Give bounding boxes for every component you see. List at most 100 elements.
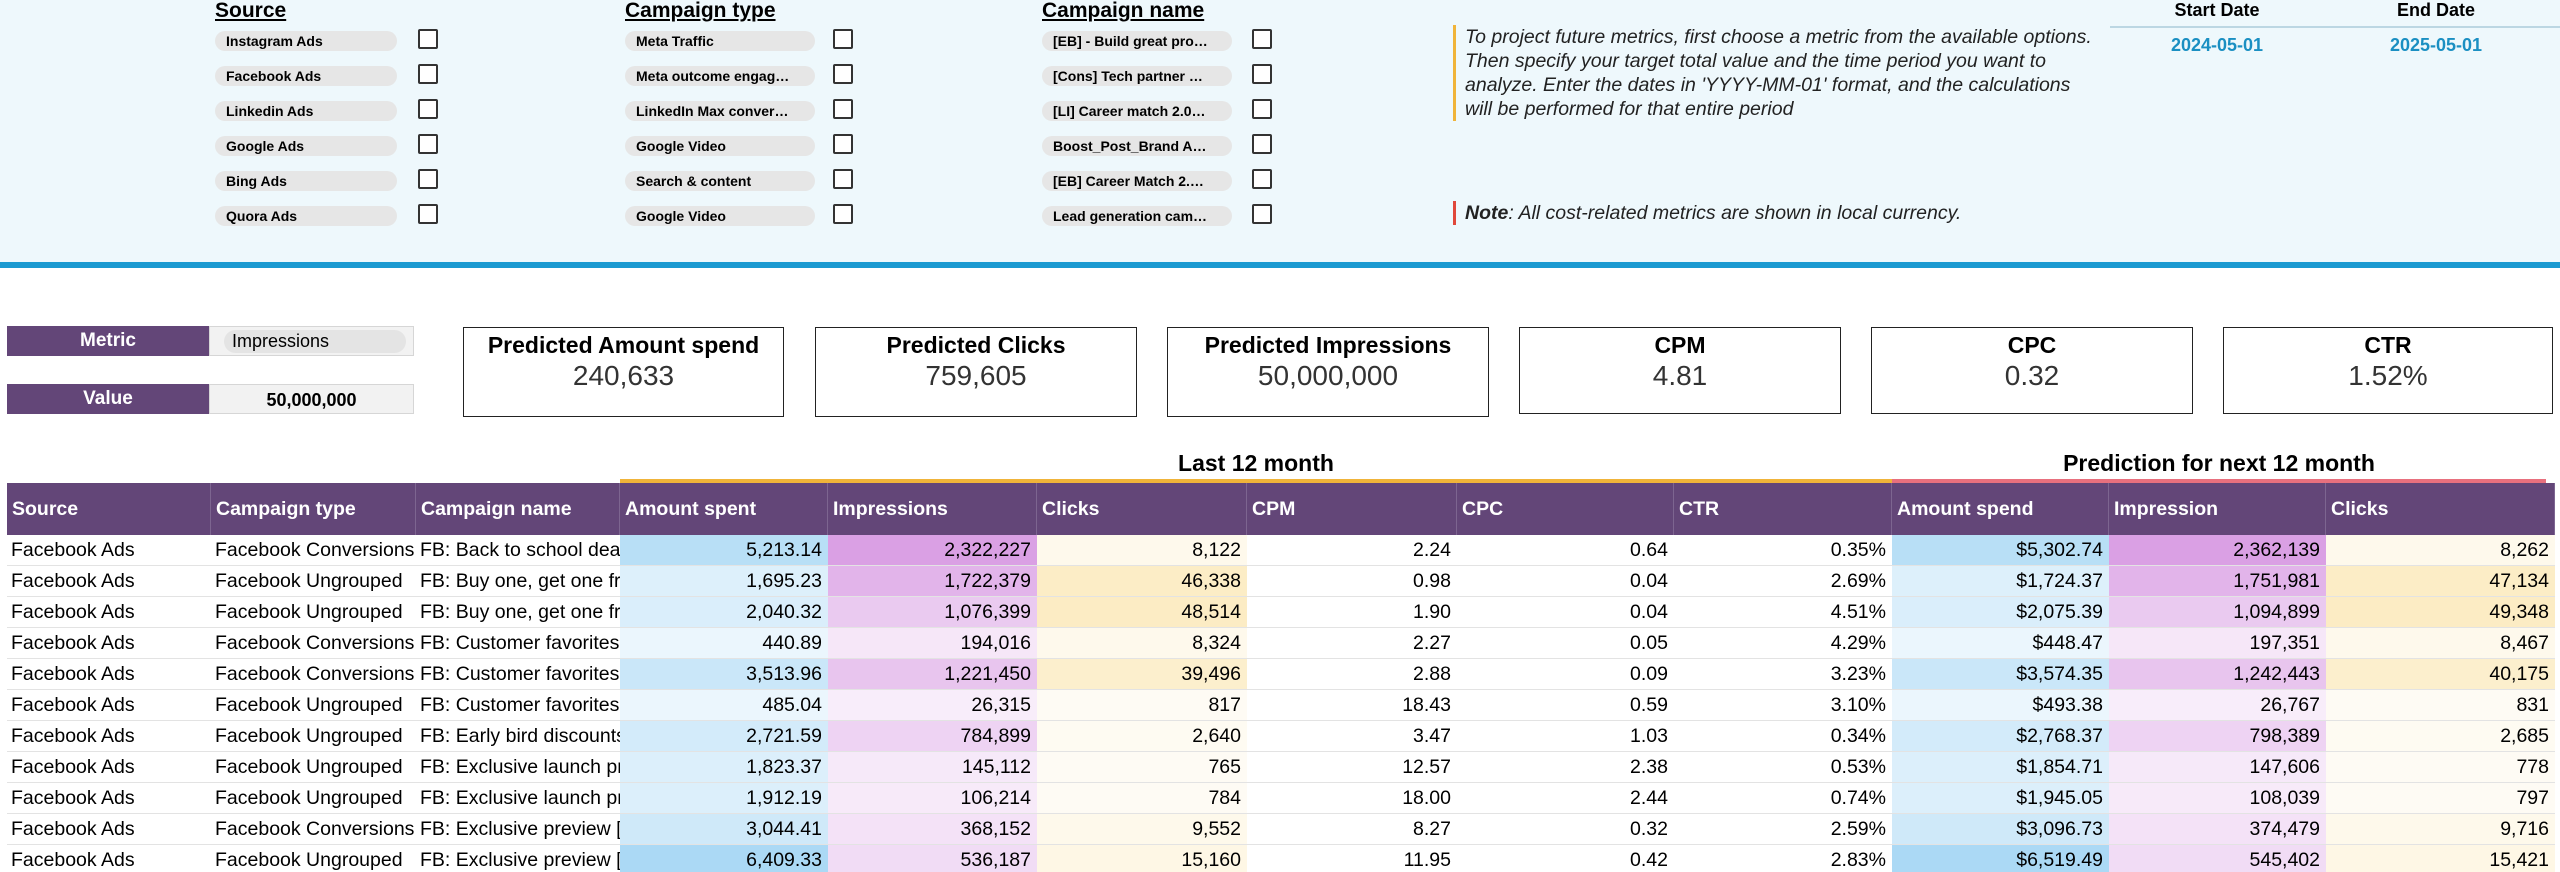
table-cell[interactable]: $3,096.73 bbox=[1892, 814, 2109, 845]
table-cell[interactable]: 26,767 bbox=[2109, 690, 2326, 721]
campaign-type-checkbox[interactable] bbox=[833, 169, 853, 189]
table-cell[interactable]: 0.34% bbox=[1674, 721, 1892, 752]
table-cell[interactable]: Facebook Conversions bbox=[211, 659, 416, 690]
table-cell[interactable]: 368,152 bbox=[828, 814, 1037, 845]
table-cell[interactable]: 8,262 bbox=[2326, 535, 2555, 566]
table-cell[interactable]: 0.35% bbox=[1674, 535, 1892, 566]
table-cell[interactable]: 2,362,139 bbox=[2109, 535, 2326, 566]
table-cell[interactable]: 2.38 bbox=[1457, 752, 1674, 783]
column-header[interactable]: CPM bbox=[1247, 483, 1457, 535]
table-cell[interactable]: 1.03 bbox=[1457, 721, 1674, 752]
table-cell[interactable]: FB: Back to school deal bbox=[416, 535, 620, 566]
table-cell[interactable]: FB: Exclusive preview [T bbox=[416, 845, 620, 872]
table-cell[interactable]: 0.05 bbox=[1457, 628, 1674, 659]
table-cell[interactable]: 6,409.33 bbox=[620, 845, 828, 872]
table-cell[interactable]: 2.88 bbox=[1247, 659, 1457, 690]
table-cell[interactable]: Facebook Ads bbox=[7, 845, 211, 872]
table-cell[interactable]: Facebook Ungrouped bbox=[211, 597, 416, 628]
table-cell[interactable]: 18.43 bbox=[1247, 690, 1457, 721]
table-cell[interactable]: Facebook Ads bbox=[7, 566, 211, 597]
table-cell[interactable]: $493.38 bbox=[1892, 690, 2109, 721]
campaign-type-checkbox[interactable] bbox=[833, 64, 853, 84]
table-cell[interactable]: 39,496 bbox=[1037, 659, 1247, 690]
table-cell[interactable]: 2.24 bbox=[1247, 535, 1457, 566]
table-cell[interactable]: Facebook Ads bbox=[7, 721, 211, 752]
table-cell[interactable]: 2,685 bbox=[2326, 721, 2555, 752]
table-cell[interactable]: FB: Customer favorites | bbox=[416, 690, 620, 721]
table-cell[interactable]: 194,016 bbox=[828, 628, 1037, 659]
campaign-type-checkbox[interactable] bbox=[833, 134, 853, 154]
table-cell[interactable]: 0.09 bbox=[1457, 659, 1674, 690]
value-input[interactable]: 50,000,000 bbox=[209, 384, 414, 414]
column-header[interactable]: Campaign name bbox=[416, 483, 620, 535]
table-cell[interactable]: 1,076,399 bbox=[828, 597, 1037, 628]
table-cell[interactable]: Facebook Ungrouped bbox=[211, 566, 416, 597]
table-cell[interactable]: 2,721.59 bbox=[620, 721, 828, 752]
table-cell[interactable]: 817 bbox=[1037, 690, 1247, 721]
table-cell[interactable]: 108,039 bbox=[2109, 783, 2326, 814]
table-cell[interactable]: 831 bbox=[2326, 690, 2555, 721]
table-cell[interactable]: 374,479 bbox=[2109, 814, 2326, 845]
table-cell[interactable]: 147,606 bbox=[2109, 752, 2326, 783]
table-cell[interactable]: $2,768.37 bbox=[1892, 721, 2109, 752]
table-cell[interactable]: $5,302.74 bbox=[1892, 535, 2109, 566]
campaign-name-checkbox[interactable] bbox=[1252, 64, 1272, 84]
table-cell[interactable]: 8,122 bbox=[1037, 535, 1247, 566]
table-cell[interactable]: FB: Exclusive preview [T bbox=[416, 814, 620, 845]
table-cell[interactable]: FB: Exclusive launch pri bbox=[416, 752, 620, 783]
column-header[interactable]: Amount spent bbox=[620, 483, 828, 535]
column-header[interactable]: CPC bbox=[1457, 483, 1674, 535]
campaign-name-checkbox[interactable] bbox=[1252, 204, 1272, 224]
table-cell[interactable]: Facebook Ungrouped bbox=[211, 721, 416, 752]
table-cell[interactable]: $1,854.71 bbox=[1892, 752, 2109, 783]
column-header[interactable]: Impression bbox=[2109, 483, 2326, 535]
table-cell[interactable]: 145,112 bbox=[828, 752, 1037, 783]
table-cell[interactable]: 5,213.14 bbox=[620, 535, 828, 566]
table-cell[interactable]: 1,722,379 bbox=[828, 566, 1037, 597]
table-cell[interactable]: 778 bbox=[2326, 752, 2555, 783]
table-cell[interactable]: 46,338 bbox=[1037, 566, 1247, 597]
table-cell[interactable]: 536,187 bbox=[828, 845, 1037, 872]
table-cell[interactable]: 197,351 bbox=[2109, 628, 2326, 659]
table-cell[interactable]: 2.69% bbox=[1674, 566, 1892, 597]
table-cell[interactable]: 440.89 bbox=[620, 628, 828, 659]
table-cell[interactable]: 48,514 bbox=[1037, 597, 1247, 628]
source-checkbox[interactable] bbox=[418, 64, 438, 84]
table-cell[interactable]: 106,214 bbox=[828, 783, 1037, 814]
campaign-type-checkbox[interactable] bbox=[833, 204, 853, 224]
column-header[interactable]: Impressions bbox=[828, 483, 1037, 535]
table-cell[interactable]: Facebook Ads bbox=[7, 814, 211, 845]
table-cell[interactable]: 0.04 bbox=[1457, 566, 1674, 597]
table-cell[interactable]: 0.32 bbox=[1457, 814, 1674, 845]
table-cell[interactable]: 0.42 bbox=[1457, 845, 1674, 872]
campaign-type-checkbox[interactable] bbox=[833, 29, 853, 49]
column-header[interactable]: Amount spend bbox=[1892, 483, 2109, 535]
table-cell[interactable]: Facebook Conversions bbox=[211, 628, 416, 659]
table-cell[interactable]: 3.47 bbox=[1247, 721, 1457, 752]
end-date-field[interactable]: 2025-05-01 bbox=[2389, 35, 2483, 55]
value-input-text[interactable]: 50,000,000 bbox=[266, 390, 357, 410]
table-cell[interactable]: 26,315 bbox=[828, 690, 1037, 721]
table-cell[interactable]: 8,324 bbox=[1037, 628, 1247, 659]
table-cell[interactable]: 1,751,981 bbox=[2109, 566, 2326, 597]
column-header[interactable]: Campaign type bbox=[211, 483, 416, 535]
source-checkbox[interactable] bbox=[418, 134, 438, 154]
table-cell[interactable]: 9,716 bbox=[2326, 814, 2555, 845]
table-cell[interactable]: 1,221,450 bbox=[828, 659, 1037, 690]
table-cell[interactable]: Facebook Conversions bbox=[211, 814, 416, 845]
table-cell[interactable]: 49,348 bbox=[2326, 597, 2555, 628]
table-cell[interactable]: 784 bbox=[1037, 783, 1247, 814]
campaign-type-checkbox[interactable] bbox=[833, 99, 853, 119]
column-header[interactable]: Clicks bbox=[1037, 483, 1247, 535]
table-cell[interactable]: Facebook Ads bbox=[7, 752, 211, 783]
table-cell[interactable]: 1.90 bbox=[1247, 597, 1457, 628]
table-cell[interactable]: $1,724.37 bbox=[1892, 566, 2109, 597]
table-cell[interactable]: 11.95 bbox=[1247, 845, 1457, 872]
table-cell[interactable]: 0.59 bbox=[1457, 690, 1674, 721]
campaign-name-checkbox[interactable] bbox=[1252, 99, 1272, 119]
table-cell[interactable]: 2.83% bbox=[1674, 845, 1892, 872]
column-header[interactable]: CTR bbox=[1674, 483, 1892, 535]
table-cell[interactable]: 797 bbox=[2326, 783, 2555, 814]
table-cell[interactable]: Facebook Ads bbox=[7, 690, 211, 721]
table-cell[interactable]: Facebook Ungrouped bbox=[211, 845, 416, 872]
